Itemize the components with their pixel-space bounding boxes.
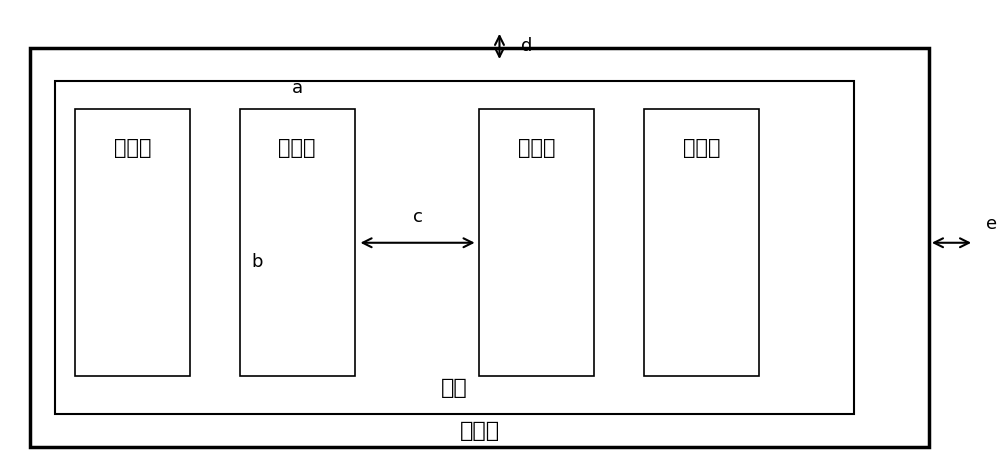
Text: b: b (252, 253, 263, 271)
Text: d: d (521, 38, 533, 55)
Text: 发射区: 发射区 (278, 138, 316, 158)
Text: a: a (292, 79, 303, 97)
Text: c: c (413, 208, 422, 226)
Text: e: e (986, 215, 997, 233)
Bar (644, 109, 759, 376)
Bar (75, 109, 190, 376)
Bar (30, 48, 929, 447)
Text: 集电区: 集电区 (459, 421, 500, 441)
Bar (55, 81, 854, 414)
Bar (240, 109, 355, 376)
Text: 发射区: 发射区 (518, 138, 556, 158)
Text: 发射区: 发射区 (683, 138, 721, 158)
Bar (479, 109, 594, 376)
Text: 基区: 基区 (441, 378, 468, 398)
Text: 发射区: 发射区 (114, 138, 151, 158)
